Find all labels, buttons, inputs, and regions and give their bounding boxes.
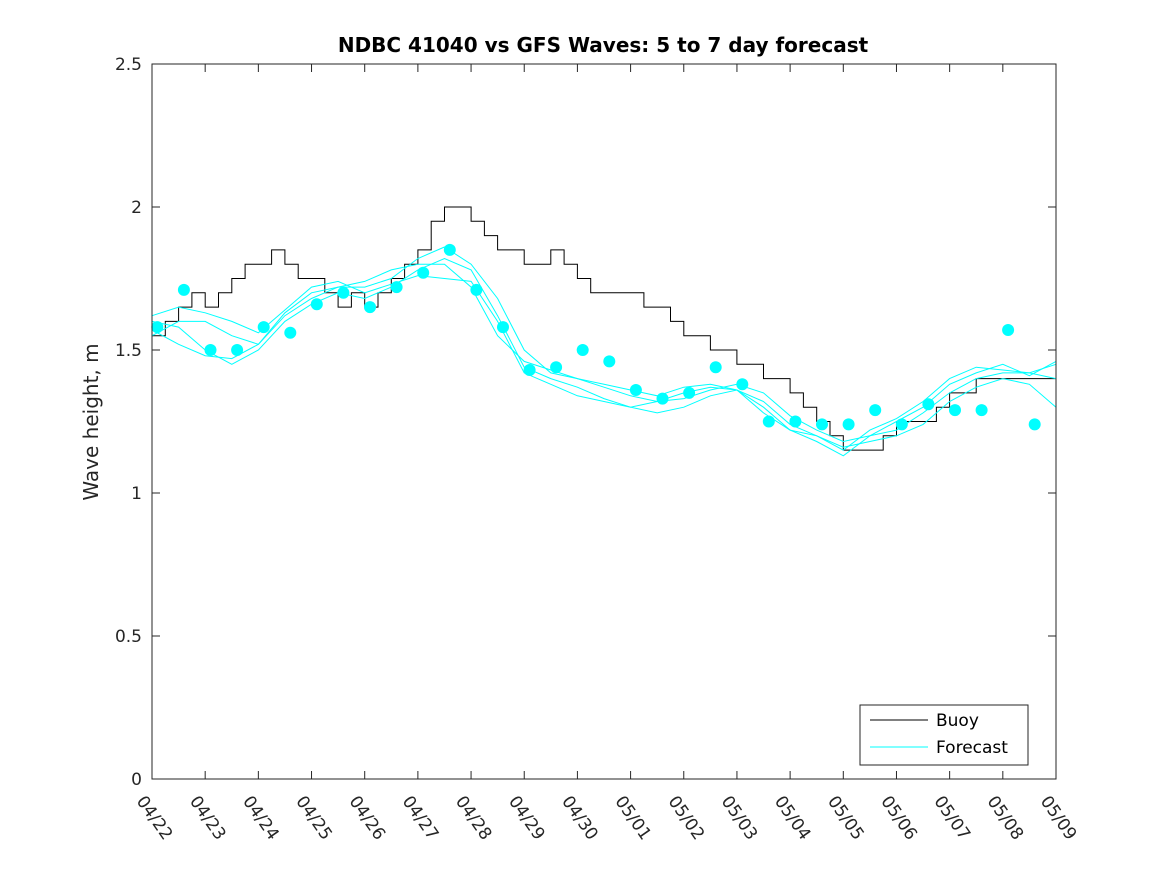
forecast-point (576, 344, 589, 356)
y-tick-label: 1.5 (115, 341, 142, 361)
forecast-point (975, 404, 988, 417)
forecast-point (470, 283, 483, 296)
forecast-point (869, 404, 882, 417)
series-line-buoy (152, 206, 1056, 451)
forecast-point (417, 266, 430, 279)
forecast-point (390, 281, 403, 294)
forecast-point (949, 404, 961, 417)
forecast-point (151, 321, 164, 334)
forecast-point (922, 398, 935, 411)
forecast-point (709, 361, 722, 374)
forecast-point (1002, 324, 1015, 336)
legend: Buoy Forecast (859, 704, 1029, 766)
y-tick-label: 0.5 (115, 627, 142, 647)
forecast-point (231, 344, 244, 356)
y-tick-label: 1 (131, 484, 142, 504)
series-line-forecast-run-2 (151, 257, 1057, 448)
chart-title: NDBC 41040 vs GFS Waves: 5 to 7 day fore… (338, 33, 869, 57)
forecast-point (204, 344, 217, 356)
forecast-point (523, 364, 536, 376)
forecast-point (683, 386, 696, 399)
forecast-point (603, 355, 616, 368)
plot-area (151, 206, 1057, 457)
forecast-point (310, 298, 323, 311)
forecast-point (337, 286, 350, 299)
forecast-point (762, 415, 775, 428)
y-tick-label: 0 (131, 770, 142, 790)
forecast-point (816, 418, 828, 431)
series-line-forecast-run-3 (151, 275, 1057, 457)
forecast-point (895, 418, 908, 431)
forecast-point (656, 392, 669, 405)
forecast-point (364, 301, 376, 314)
forecast-point (497, 321, 509, 334)
y-tick-label: 2.5 (115, 55, 142, 75)
forecast-point (284, 326, 297, 339)
forecast-point (842, 418, 855, 431)
forecast-point (443, 243, 456, 256)
forecast-point (550, 361, 563, 374)
legend-box (859, 704, 1029, 766)
series-line-forecast-run-4 (151, 263, 1057, 451)
legend-forecast-label: Forecast (936, 738, 1008, 758)
forecast-point (789, 415, 802, 428)
forecast-point (629, 384, 642, 396)
forecast-point (257, 321, 270, 334)
y-tick-label: 2 (131, 198, 142, 218)
forecast-point (736, 378, 749, 391)
forecast-point (177, 283, 190, 296)
legend-buoy-label: Buoy (936, 711, 979, 731)
forecast-point (1028, 418, 1041, 431)
axes-box (151, 63, 1057, 780)
y-axis-label: Wave height, m (79, 343, 103, 500)
